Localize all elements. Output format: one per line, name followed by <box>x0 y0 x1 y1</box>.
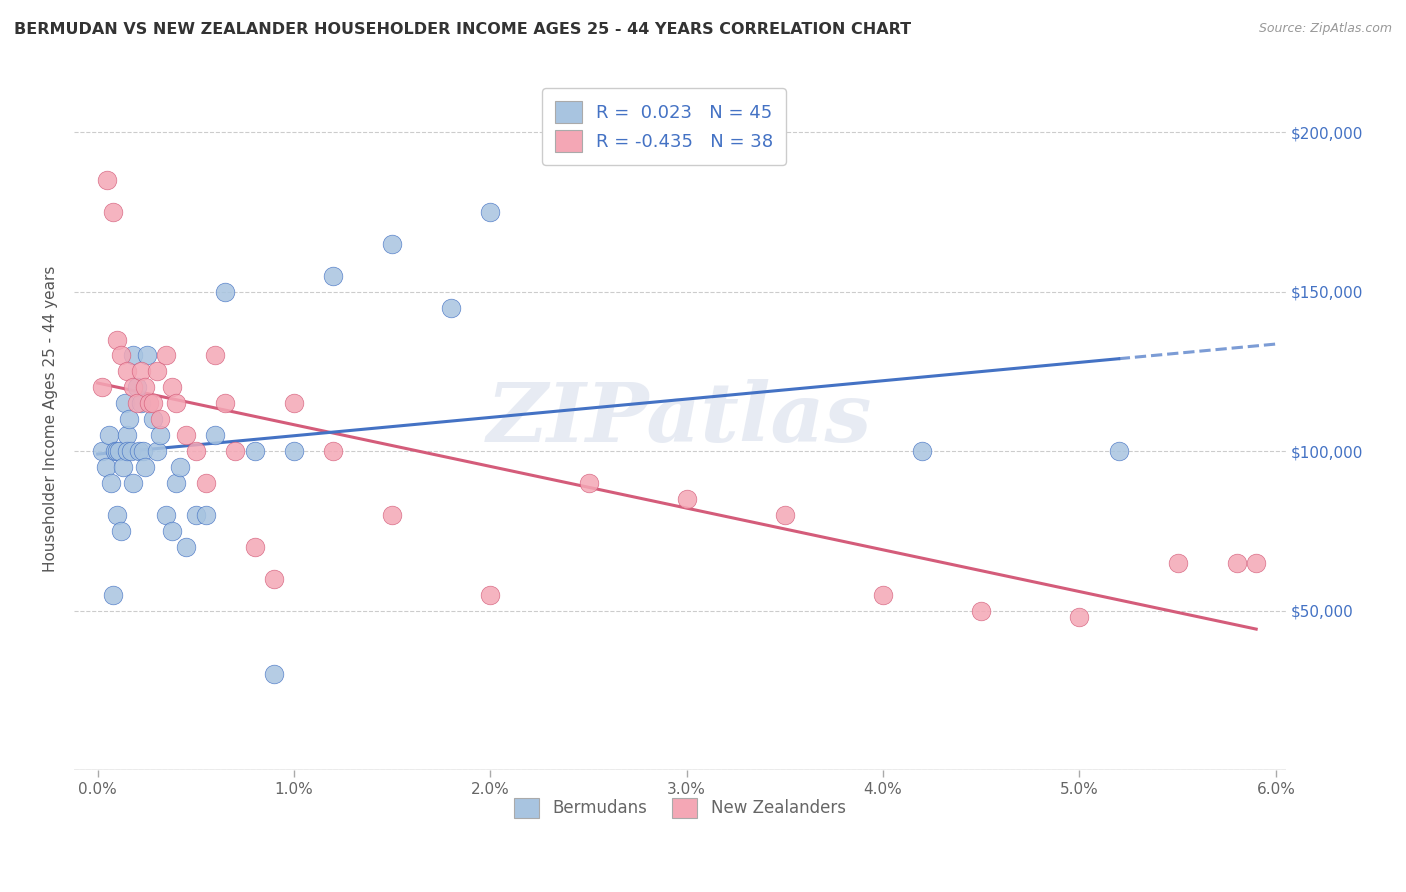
Point <box>381 236 404 251</box>
Point <box>283 396 305 410</box>
Text: ZIPatlas: ZIPatlas <box>486 379 873 459</box>
Point <box>98 428 121 442</box>
Point <box>155 508 177 522</box>
Point <box>872 588 894 602</box>
Y-axis label: Householder Income Ages 25 - 44 years: Householder Income Ages 25 - 44 years <box>44 266 58 573</box>
Point <box>773 508 796 522</box>
Point <box>129 396 152 410</box>
Point <box>122 476 145 491</box>
Point <box>112 460 135 475</box>
Point <box>108 444 131 458</box>
Point <box>105 333 128 347</box>
Point <box>100 476 122 491</box>
Point <box>115 444 138 458</box>
Point <box>105 508 128 522</box>
Point <box>440 301 463 315</box>
Point <box>204 349 226 363</box>
Point <box>132 444 155 458</box>
Point <box>224 444 246 458</box>
Point <box>104 444 127 458</box>
Point <box>243 540 266 554</box>
Point <box>149 428 172 442</box>
Point <box>194 508 217 522</box>
Point <box>96 173 118 187</box>
Point <box>145 364 167 378</box>
Point <box>1069 610 1091 624</box>
Text: BERMUDAN VS NEW ZEALANDER HOUSEHOLDER INCOME AGES 25 - 44 YEARS CORRELATION CHAR: BERMUDAN VS NEW ZEALANDER HOUSEHOLDER IN… <box>14 22 911 37</box>
Point <box>162 380 184 394</box>
Point <box>204 428 226 442</box>
Point <box>194 476 217 491</box>
Point <box>1167 556 1189 570</box>
Point <box>675 491 697 506</box>
Point <box>122 349 145 363</box>
Point <box>90 380 112 394</box>
Point <box>184 444 207 458</box>
Point <box>120 444 142 458</box>
Point <box>115 364 138 378</box>
Point <box>125 396 148 410</box>
Point <box>243 444 266 458</box>
Point <box>90 444 112 458</box>
Point <box>283 444 305 458</box>
Point <box>1244 556 1267 570</box>
Point <box>322 268 344 283</box>
Point <box>103 205 125 219</box>
Point <box>134 460 156 475</box>
Point <box>122 380 145 394</box>
Point <box>138 396 160 410</box>
Text: Source: ZipAtlas.com: Source: ZipAtlas.com <box>1258 22 1392 36</box>
Point <box>105 444 128 458</box>
Point <box>263 572 285 586</box>
Point <box>162 524 184 538</box>
Point <box>174 540 197 554</box>
Point <box>479 205 502 219</box>
Point <box>970 603 993 617</box>
Point <box>145 444 167 458</box>
Point <box>114 396 136 410</box>
Point <box>165 396 187 410</box>
Point <box>214 285 236 299</box>
Point <box>118 412 141 426</box>
Point <box>142 412 165 426</box>
Point <box>322 444 344 458</box>
Point <box>1225 556 1247 570</box>
Point <box>128 444 150 458</box>
Point <box>134 380 156 394</box>
Point <box>110 524 132 538</box>
Point <box>149 412 172 426</box>
Point <box>381 508 404 522</box>
Point <box>115 428 138 442</box>
Point <box>578 476 600 491</box>
Point <box>94 460 117 475</box>
Point <box>135 349 157 363</box>
Point <box>174 428 197 442</box>
Point <box>214 396 236 410</box>
Point <box>129 364 152 378</box>
Point <box>103 588 125 602</box>
Point <box>165 476 187 491</box>
Legend: Bermudans, New Zealanders: Bermudans, New Zealanders <box>508 791 852 825</box>
Point <box>110 349 132 363</box>
Point <box>125 380 148 394</box>
Point <box>184 508 207 522</box>
Point <box>169 460 191 475</box>
Point <box>479 588 502 602</box>
Point <box>263 667 285 681</box>
Point <box>142 396 165 410</box>
Point <box>155 349 177 363</box>
Point <box>911 444 934 458</box>
Point <box>1108 444 1130 458</box>
